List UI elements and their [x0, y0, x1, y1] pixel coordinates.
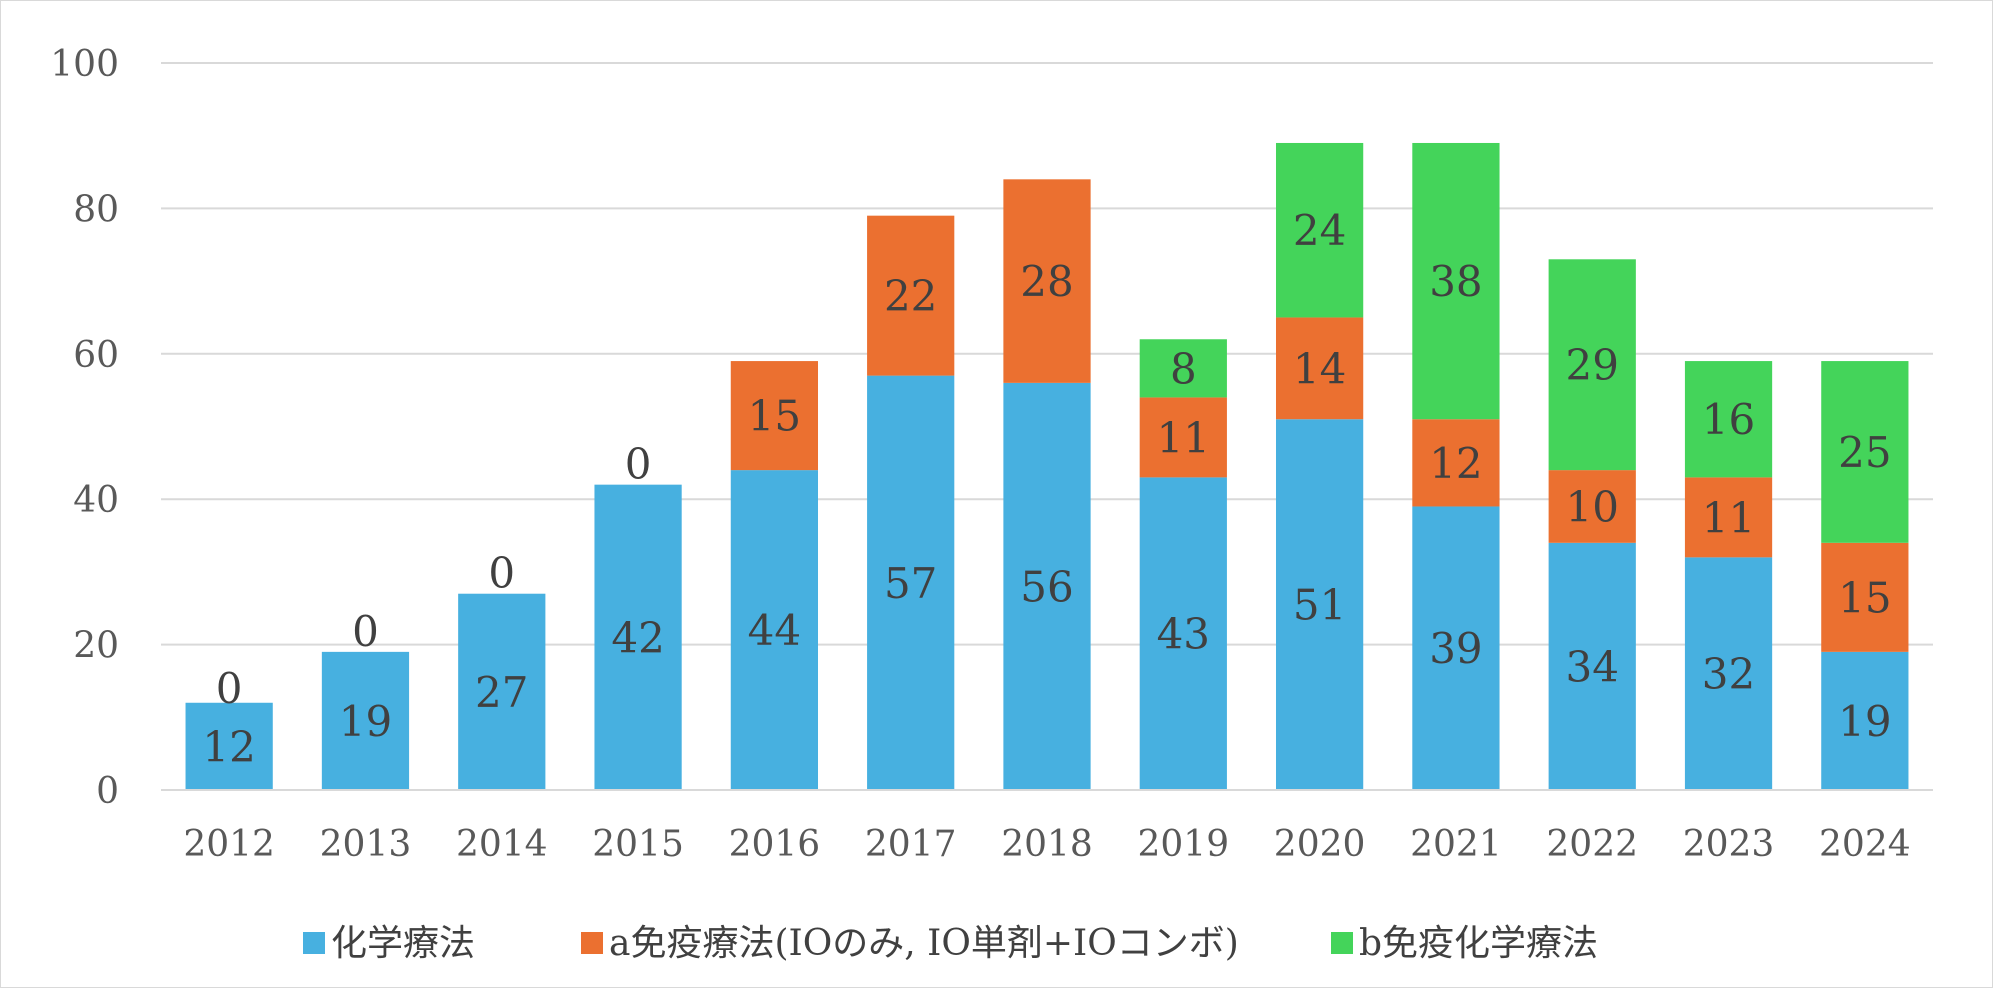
data-label-3-2023: 16: [1702, 395, 1755, 444]
x-tick-label-2014: 2014: [456, 824, 548, 865]
x-tick-label-2013: 2013: [320, 824, 412, 865]
bar-1-2012: [185, 702, 273, 790]
y-tick-label-20: 20: [73, 626, 119, 667]
bar-3-2019: [1139, 339, 1227, 398]
bar-1-2019: [1139, 477, 1227, 790]
x-tick-label-2012: 2012: [183, 824, 275, 865]
data-label-2-2024: 15: [1838, 573, 1891, 622]
bar-1-2015: [594, 484, 682, 790]
data-label-2-2012: 0: [216, 664, 243, 713]
data-label-1-2014: 27: [475, 668, 528, 717]
data-label-1-2024: 19: [1838, 697, 1891, 746]
bar-1-2023: [1684, 557, 1773, 790]
data-label-2-2022: 10: [1566, 482, 1619, 531]
x-tick-label-2021: 2021: [1410, 824, 1502, 865]
data-label-1-2019: 43: [1157, 610, 1210, 659]
y-tick-label-100: 100: [50, 44, 119, 85]
bar-3-2023: [1684, 361, 1773, 478]
legend-swatch-1: [303, 932, 325, 954]
bar-3-2021: [1412, 142, 1500, 420]
data-label-2-2015: 0: [625, 440, 652, 489]
bar-1-2022: [1548, 542, 1636, 790]
data-label-3-2020: 24: [1293, 206, 1346, 255]
data-label-2-2019: 11: [1157, 413, 1210, 462]
x-tick-label-2019: 2019: [1137, 824, 1229, 865]
data-label-2-2017: 22: [884, 272, 937, 321]
data-label-1-2021: 39: [1429, 624, 1482, 673]
data-label-3-2024: 25: [1838, 428, 1891, 477]
x-tick-label-2017: 2017: [865, 824, 957, 865]
bar-3-2020: [1275, 142, 1364, 318]
y-tick-label-80: 80: [73, 189, 119, 230]
x-axis-tick-labels: 2012 2013 2014 2015 2016 2017 2018 2019 2020 2021…: [183, 824, 1910, 865]
x-tick-label-2018: 2018: [1001, 824, 1093, 865]
bar-1-2017: [867, 375, 955, 790]
legend-label-3: b免疫化学療法: [1359, 923, 1598, 964]
bar-3-2024: [1821, 361, 1909, 543]
data-label-3-2022: 29: [1566, 341, 1619, 390]
legend-label-1: 化学療法: [331, 923, 475, 964]
x-tick-label-2016: 2016: [729, 824, 821, 865]
legend: 化学療法 a免疫療法(IOのみ, IO単剤+IOコンボ) b免疫化学療法: [303, 923, 1598, 964]
data-label-2-2016: 15: [748, 392, 801, 441]
data-label-1-2013: 19: [339, 697, 392, 746]
data-label-3-2019: 8: [1170, 344, 1197, 393]
y-tick-label-40: 40: [73, 480, 119, 521]
data-label-1-2015: 42: [611, 613, 664, 662]
bar-2-2019: [1139, 397, 1227, 478]
bar-2-2023: [1684, 477, 1773, 558]
bars: [185, 142, 1909, 790]
legend-label-2: a免疫療法(IOのみ, IO単剤+IOコンボ): [609, 923, 1239, 964]
bar-1-2020: [1275, 419, 1364, 790]
data-label-1-2018: 56: [1020, 562, 1073, 611]
bar-1-2021: [1412, 506, 1500, 790]
data-label-2-2021: 12: [1429, 439, 1482, 488]
bar-2-2016: [730, 361, 819, 471]
bar-1-2024: [1821, 651, 1909, 790]
data-label-1-2023: 32: [1702, 650, 1755, 699]
bar-1-2014: [458, 593, 546, 790]
data-label-1-2020: 51: [1293, 581, 1346, 630]
data-label-2-2018: 28: [1020, 257, 1073, 306]
bar-1-2016: [730, 470, 819, 790]
bar-3-2022: [1548, 259, 1636, 471]
data-label-1-2017: 57: [884, 559, 937, 608]
data-label-2-2013: 0: [352, 607, 379, 656]
y-tick-label-0: 0: [96, 771, 119, 812]
data-label-2-2014: 0: [488, 549, 515, 598]
data-label-1-2022: 34: [1566, 642, 1619, 691]
legend-swatch-3: [1331, 932, 1353, 954]
y-axis-tick-labels: 0 20 40 60 80 100: [50, 44, 119, 812]
bar-1-2018: [1003, 382, 1091, 790]
data-label-1-2016: 44: [748, 606, 801, 655]
legend-swatch-2: [581, 932, 603, 954]
bar-2-2020: [1275, 317, 1364, 420]
data-label-2-2023: 11: [1702, 493, 1755, 542]
data-label-3-2021: 38: [1429, 257, 1482, 306]
x-tick-label-2024: 2024: [1819, 824, 1911, 865]
x-tick-label-2015: 2015: [592, 824, 684, 865]
bar-2-2024: [1821, 542, 1909, 652]
y-tick-label-60: 60: [73, 335, 119, 376]
bar-2-2018: [1003, 179, 1091, 383]
bar-2-2022: [1548, 470, 1636, 543]
bar-2-2021: [1412, 419, 1500, 507]
bar-1-2013: [321, 651, 410, 790]
bar-2-2017: [867, 215, 955, 376]
data-label-2-2020: 14: [1293, 344, 1346, 393]
data-label-1-2012: 12: [202, 722, 255, 771]
data-labels: 12 0 19 0 27 0 42 0 44 15 57 22 56 28 43 11 8 51 14 24 39 12 3…: [202, 206, 1891, 771]
x-tick-label-2020: 2020: [1274, 824, 1366, 865]
x-tick-label-2023: 2023: [1683, 824, 1775, 865]
x-tick-label-2022: 2022: [1546, 824, 1638, 865]
